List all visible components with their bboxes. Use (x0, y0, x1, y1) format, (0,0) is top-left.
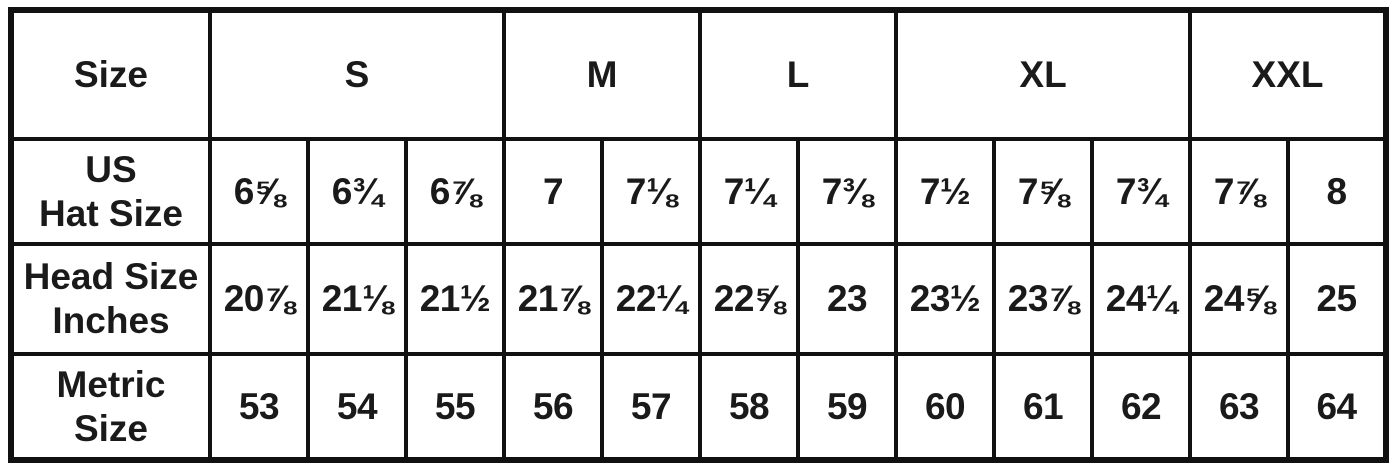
row-label-head-size-inches: Head Size Inches (9, 242, 212, 356)
header-group-l: L (698, 8, 899, 141)
head-size-inches-value: 24⅝ (1188, 242, 1291, 356)
table-row-us-hat-size: US Hat Size 6⅝ 6¾ 6⅞ 7 7⅛ 7¼ 7⅜ 7½ 7⅝ 7¾… (9, 137, 1389, 246)
metric-size-value: 60 (894, 352, 997, 462)
head-size-inches-value: 24¼ (1090, 242, 1193, 356)
us-hat-size-value: 7⅝ (992, 137, 1095, 246)
head-size-inches-value: 22⅝ (698, 242, 801, 356)
metric-size-value: 63 (1188, 352, 1291, 462)
header-size-label: Size (9, 8, 212, 141)
metric-size-value: 53 (208, 352, 310, 462)
us-hat-size-value: 7¼ (698, 137, 801, 246)
head-size-inches-value: 22¼ (599, 242, 703, 356)
table-row-metric-size: Metric Size 53 54 55 56 57 58 59 60 61 6… (9, 352, 1389, 462)
table-row-head-size-inches: Head Size Inches 20⅞ 21⅛ 21½ 21⅞ 22¼ 22⅝… (9, 242, 1389, 356)
us-hat-size-value: 7 (502, 137, 604, 246)
row-label-metric-size: Metric Size (9, 352, 212, 462)
us-hat-size-value: 7½ (894, 137, 997, 246)
row-label-us-hat-size: US Hat Size (9, 137, 212, 246)
metric-size-value: 61 (992, 352, 1095, 462)
metric-size-value: 64 (1286, 352, 1389, 462)
us-hat-size-value: 7⅜ (796, 137, 899, 246)
head-size-inches-value: 20⅞ (208, 242, 310, 356)
us-hat-size-value: 8 (1286, 137, 1389, 246)
metric-size-value: 55 (404, 352, 506, 462)
head-size-inches-value: 25 (1286, 242, 1389, 356)
metric-size-value: 57 (599, 352, 703, 462)
header-group-xxl: XXL (1188, 8, 1389, 141)
table-header-row: Size S M L XL XXL (9, 8, 1389, 141)
header-group-s: S (208, 8, 506, 141)
metric-size-value: 62 (1090, 352, 1193, 462)
metric-size-value: 56 (502, 352, 604, 462)
head-size-inches-value: 21½ (404, 242, 506, 356)
header-group-m: M (501, 8, 703, 141)
metric-size-value: 58 (698, 352, 801, 462)
us-hat-size-value: 7⅛ (599, 137, 703, 246)
metric-size-value: 59 (796, 352, 899, 462)
us-hat-size-value: 7⅞ (1188, 137, 1291, 246)
us-hat-size-value: 7¾ (1090, 137, 1193, 246)
us-hat-size-value: 6⅞ (404, 137, 506, 246)
head-size-inches-value: 23 (796, 242, 899, 356)
us-hat-size-value: 6¾ (306, 137, 408, 246)
us-hat-size-value: 6⅝ (208, 137, 310, 246)
head-size-inches-value: 23½ (894, 242, 997, 356)
head-size-inches-value: 21⅞ (502, 242, 604, 356)
head-size-inches-value: 23⅞ (992, 242, 1095, 356)
head-size-inches-value: 21⅛ (306, 242, 408, 356)
size-chart-table: Size S M L XL XXL US Hat Size 6⅝ 6¾ 6⅞ 7… (8, 7, 1390, 463)
header-group-xl: XL (894, 8, 1193, 141)
metric-size-value: 54 (306, 352, 408, 462)
